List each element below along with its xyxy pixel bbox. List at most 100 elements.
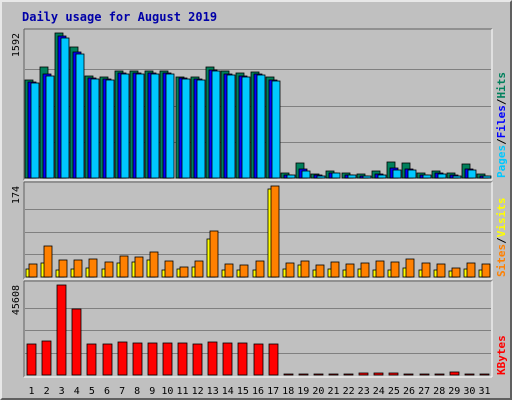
y-max-label: 45608 bbox=[11, 285, 22, 315]
bar-kbytes-day-6 bbox=[102, 343, 113, 376]
bar-kbytes-day-8 bbox=[132, 342, 143, 376]
chart-title: Daily usage for August 2019 bbox=[22, 10, 217, 24]
bar-kbytes-day-11 bbox=[177, 342, 188, 376]
x-tick-label-day-31: 31 bbox=[478, 386, 490, 397]
bar-kbytes-day-17 bbox=[268, 343, 279, 376]
x-tick-label-day-11: 11 bbox=[176, 386, 188, 397]
bar-sites-day-29 bbox=[451, 267, 461, 278]
x-axis-labels: 1 2 3 4 5 6 7 8 9 10 11 12 13 14 15 16 17 18 19 20 21 22 23 24 2… bbox=[28, 386, 490, 397]
bar-pages-day-8 bbox=[135, 73, 145, 179]
bar-pages-day-24 bbox=[377, 174, 387, 179]
bar-pages-day-30 bbox=[467, 169, 477, 179]
bar-pages-day-1 bbox=[30, 82, 40, 179]
bar-pages-day-18 bbox=[286, 174, 296, 179]
bar-kbytes-day-14 bbox=[222, 342, 233, 376]
x-tick-label-day-2: 2 bbox=[44, 386, 50, 397]
x-tick-label-day-29: 29 bbox=[448, 386, 460, 397]
x-tick-label-day-3: 3 bbox=[59, 386, 65, 397]
bar-pages-day-16 bbox=[256, 74, 266, 179]
bar-sites-day-19 bbox=[300, 260, 310, 278]
legend-item-pages: Pages bbox=[495, 145, 508, 178]
bar-kbytes-day-25 bbox=[388, 372, 399, 376]
x-tick-label-day-25: 25 bbox=[388, 386, 400, 397]
bar-kbytes-day-19 bbox=[298, 373, 309, 376]
bar-pages-day-15 bbox=[241, 76, 251, 179]
y-max-label: 174 bbox=[11, 186, 22, 204]
bar-kbytes-day-15 bbox=[237, 342, 248, 376]
x-tick-label-day-19: 19 bbox=[297, 386, 309, 397]
bar-kbytes-day-29 bbox=[449, 371, 460, 376]
bar-kbytes-day-26 bbox=[403, 373, 414, 376]
bar-sites-day-8 bbox=[134, 256, 144, 278]
bar-sites-day-15 bbox=[239, 264, 249, 278]
bar-sites-day-25 bbox=[390, 261, 400, 278]
bar-kbytes-day-9 bbox=[147, 342, 158, 376]
bar-sites-day-16 bbox=[255, 260, 265, 278]
bar-pages-day-14 bbox=[226, 74, 236, 179]
x-tick-label-day-8: 8 bbox=[134, 386, 140, 397]
bar-sites-day-20 bbox=[315, 264, 325, 278]
bar-pages-day-11 bbox=[181, 78, 191, 179]
legend-separator: / bbox=[495, 237, 508, 244]
bar-kbytes-day-27 bbox=[419, 373, 430, 376]
legend-bottom: KBytes bbox=[495, 335, 508, 375]
x-tick-label-day-23: 23 bbox=[358, 386, 370, 397]
bar-pages-day-25 bbox=[392, 169, 402, 179]
bar-pages-day-2 bbox=[45, 75, 55, 179]
bar-kbytes-day-5 bbox=[86, 343, 97, 376]
bar-sites-day-30 bbox=[466, 262, 476, 278]
x-tick-label-day-5: 5 bbox=[89, 386, 95, 397]
bar-sites-day-9 bbox=[149, 251, 159, 278]
bar-pages-day-23 bbox=[362, 175, 372, 179]
bar-sites-day-26 bbox=[405, 258, 415, 278]
bar-sites-day-7 bbox=[119, 255, 129, 278]
bar-kbytes-day-1 bbox=[26, 343, 37, 376]
legend-top: Pages/Files/Hits bbox=[495, 72, 508, 178]
bar-pages-day-3 bbox=[60, 37, 70, 179]
legend-item-files: Files bbox=[495, 105, 508, 138]
bar-kbytes-day-20 bbox=[313, 373, 324, 376]
bar-pages-day-19 bbox=[301, 170, 311, 179]
x-tick-label-day-7: 7 bbox=[119, 386, 125, 397]
x-tick-label-day-6: 6 bbox=[104, 386, 110, 397]
bar-sites-day-23 bbox=[360, 262, 370, 278]
x-tick-label-day-28: 28 bbox=[433, 386, 445, 397]
bar-sites-day-5 bbox=[88, 258, 98, 278]
legend-middle: Sites/Visits bbox=[495, 198, 508, 278]
bar-sites-day-3 bbox=[58, 259, 68, 278]
bar-kbytes-day-22 bbox=[343, 373, 354, 376]
bar-kbytes-day-3 bbox=[56, 284, 67, 376]
bar-sites-day-1 bbox=[28, 263, 38, 278]
bar-pages-day-13 bbox=[211, 70, 221, 179]
bar-sites-day-17 bbox=[270, 185, 280, 278]
bar-pages-day-31 bbox=[482, 175, 492, 179]
bar-kbytes-day-16 bbox=[253, 343, 264, 376]
bar-sites-day-28 bbox=[436, 263, 446, 278]
bar-pages-day-17 bbox=[271, 80, 281, 179]
x-tick-label-day-18: 18 bbox=[282, 386, 294, 397]
x-tick-label-day-1: 1 bbox=[28, 386, 34, 397]
bar-sites-day-21 bbox=[330, 261, 340, 278]
bar-sites-day-27 bbox=[421, 262, 431, 278]
bar-sites-day-11 bbox=[179, 266, 189, 278]
bar-kbytes-day-23 bbox=[358, 372, 369, 376]
bar-sites-day-31 bbox=[481, 263, 491, 278]
x-tick-label-day-10: 10 bbox=[161, 386, 173, 397]
bar-pages-day-12 bbox=[196, 79, 206, 179]
x-tick-label-day-17: 17 bbox=[267, 386, 279, 397]
x-tick-label-day-21: 21 bbox=[327, 386, 339, 397]
bar-pages-day-4 bbox=[75, 53, 85, 179]
panel-bottom: 45608 KBytes bbox=[11, 280, 508, 378]
bar-sites-day-18 bbox=[285, 262, 295, 278]
bar-pages-day-29 bbox=[452, 175, 462, 179]
x-tick-label-day-13: 13 bbox=[207, 386, 219, 397]
bar-kbytes-day-12 bbox=[192, 343, 203, 376]
bar-kbytes-day-7 bbox=[117, 341, 128, 376]
legend-item-sites: Sites bbox=[495, 244, 508, 277]
bar-pages-day-9 bbox=[150, 73, 160, 179]
bar-sites-day-10 bbox=[164, 260, 174, 278]
bar-sites-day-14 bbox=[224, 263, 234, 278]
